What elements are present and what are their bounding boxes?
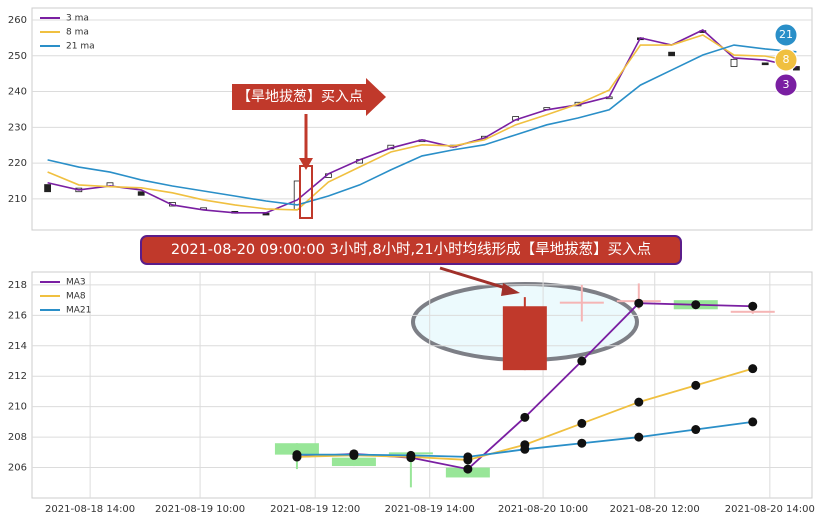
badge bbox=[774, 23, 798, 47]
x-tick-label: 2021-08-19 14:00 bbox=[385, 504, 475, 515]
ma-line bbox=[47, 44, 797, 206]
y-tick-label: 220 bbox=[8, 158, 27, 169]
y-tick-label: 206 bbox=[8, 463, 27, 474]
ma-point bbox=[634, 298, 644, 308]
badge-label: 3 bbox=[783, 78, 790, 91]
chart-title: 2021-08-20 09:00:00 3小时,8小时,21小时均线形成【旱地拔… bbox=[171, 241, 651, 258]
top-plot-area bbox=[31, 7, 813, 231]
legend-label: MA8 bbox=[66, 292, 86, 302]
annotation-highlight bbox=[299, 165, 313, 219]
ma-point bbox=[520, 444, 530, 454]
legend-label: MA3 bbox=[66, 278, 86, 288]
ma-point bbox=[463, 464, 473, 474]
ma-point bbox=[406, 450, 416, 460]
y-tick-label: 214 bbox=[8, 341, 27, 352]
legend-label: 3 ma bbox=[66, 14, 89, 24]
ma-point bbox=[634, 397, 644, 407]
y-tick-label: 218 bbox=[8, 280, 27, 291]
ma-point bbox=[577, 418, 587, 428]
y-tick-label: 230 bbox=[8, 122, 27, 133]
ma-point bbox=[691, 300, 701, 310]
candle-body bbox=[730, 310, 775, 313]
legend-label: MA21 bbox=[66, 306, 91, 316]
annotation-pointer-head bbox=[299, 158, 313, 170]
ma-point bbox=[748, 301, 758, 311]
badge bbox=[774, 48, 798, 72]
ma-point bbox=[691, 380, 701, 390]
title-pointer-head bbox=[501, 283, 520, 296]
x-tick-label: 2021-08-18 14:00 bbox=[45, 504, 135, 515]
annotation-label: 【旱地拔葱】买入点 bbox=[237, 89, 363, 105]
badge-label: 8 bbox=[783, 53, 790, 66]
y-tick-label: 250 bbox=[8, 51, 27, 62]
title-banner bbox=[140, 235, 682, 265]
x-tick-label: 2021-08-19 10:00 bbox=[155, 504, 245, 515]
legend-label: 8 ma bbox=[66, 28, 89, 38]
candle-body bbox=[137, 191, 145, 196]
y-tick-label: 216 bbox=[8, 310, 27, 321]
ma-point bbox=[748, 364, 758, 374]
annotation-arrow-box bbox=[232, 78, 386, 116]
candle-body bbox=[44, 184, 51, 193]
candle-body bbox=[730, 58, 738, 67]
ma-point bbox=[748, 417, 758, 427]
ma-line bbox=[47, 34, 797, 211]
ma-point bbox=[349, 450, 359, 460]
y-tick-label: 210 bbox=[8, 402, 27, 413]
candle-body bbox=[274, 443, 319, 455]
ma-point bbox=[463, 452, 473, 462]
x-tick-label: 2021-08-20 14:00 bbox=[725, 504, 815, 515]
candle-body bbox=[502, 306, 547, 371]
title-pointer bbox=[439, 266, 513, 292]
candle-body bbox=[331, 457, 376, 467]
ma-point bbox=[634, 432, 644, 442]
ma-point bbox=[691, 425, 701, 435]
badge bbox=[774, 73, 798, 97]
x-tick-label: 2021-08-20 10:00 bbox=[498, 504, 588, 515]
candle-body bbox=[668, 51, 675, 57]
y-tick-label: 212 bbox=[8, 371, 27, 382]
candle-body bbox=[761, 62, 769, 66]
candle-body bbox=[559, 301, 604, 304]
ma-point bbox=[577, 438, 587, 448]
x-tick-label: 2021-08-19 12:00 bbox=[270, 504, 360, 515]
ma-point bbox=[292, 450, 302, 460]
ma-point bbox=[520, 412, 530, 422]
ma-point bbox=[577, 356, 587, 366]
badge-label: 21 bbox=[779, 28, 793, 41]
y-tick-label: 240 bbox=[8, 87, 27, 98]
y-tick-label: 260 bbox=[8, 15, 27, 26]
x-tick-label: 2021-08-20 12:00 bbox=[610, 504, 700, 515]
y-tick-label: 208 bbox=[8, 432, 27, 443]
legend-label: 21 ma bbox=[66, 42, 95, 52]
y-tick-label: 210 bbox=[8, 194, 27, 205]
